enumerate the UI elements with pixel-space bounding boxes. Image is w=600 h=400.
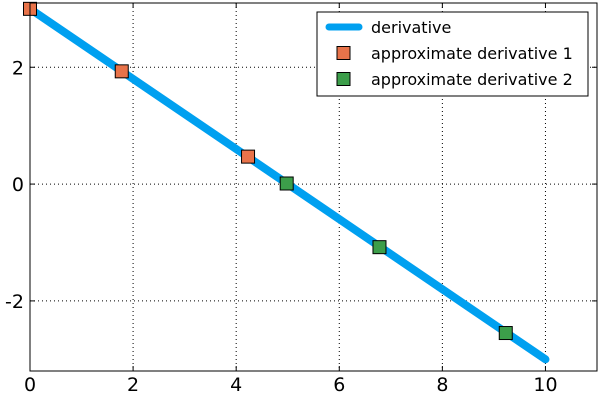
legend: derivative approximate derivative 1 approx… (316, 11, 589, 97)
x-tick-label: 10 (533, 374, 557, 396)
x-tick-label: 8 (436, 374, 448, 396)
axis-ticks: 0 2 4 6 8 10 -2 0 2 (5, 3, 597, 396)
series-layer (23, 1, 550, 364)
x-tick-label: 2 (127, 374, 139, 396)
data-point-approx-2 (279, 176, 294, 191)
data-point-approx-2 (498, 326, 513, 341)
y-tick-label: 0 (12, 174, 24, 196)
legend-label: approximate derivative 2 (371, 70, 573, 89)
x-tick-label: 0 (24, 374, 36, 396)
data-point-approx-1 (114, 64, 129, 79)
y-tick-label: 2 (12, 57, 24, 79)
legend-swatch-marker (336, 46, 351, 60)
legend-label: approximate derivative 1 (371, 44, 573, 63)
legend-swatch-marker (336, 72, 351, 86)
x-tick-label: 6 (333, 374, 345, 396)
legend-label: derivative (371, 18, 451, 37)
plot-frame (29, 2, 598, 372)
data-point-approx-2 (372, 240, 387, 255)
y-tick-label: -2 (5, 291, 24, 313)
x-tick-label: 4 (230, 374, 242, 396)
data-point-approx-1 (241, 149, 256, 164)
